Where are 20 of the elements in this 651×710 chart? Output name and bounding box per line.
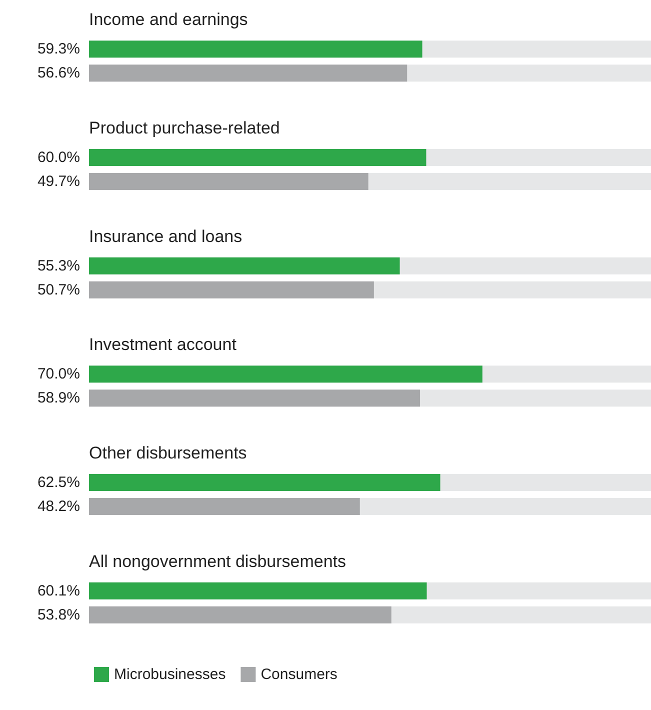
y-tick-label: All nongovernment disbursements: [89, 552, 346, 571]
legend-label: Consumers: [260, 666, 338, 683]
data-label: 60.0%: [37, 149, 80, 166]
data-label: 49.7%: [37, 172, 80, 190]
y-tick-label: Product purchase-related: [89, 118, 280, 138]
y-tick-label: Insurance and loans: [89, 226, 242, 246]
legend-label: Microbusinesses: [114, 666, 226, 683]
data-label: 50.7%: [37, 281, 80, 298]
data-label: 60.1%: [37, 582, 80, 600]
data-label: 58.9%: [37, 390, 80, 407]
y-tick-label: Investment account: [89, 335, 237, 354]
data-label: 48.2%: [37, 498, 80, 515]
data-label: 56.6%: [37, 64, 80, 82]
y-tick-label: Income and earnings: [89, 10, 248, 30]
data-label: 55.3%: [37, 257, 80, 274]
data-label: 53.8%: [37, 606, 80, 624]
y-tick-label: Other disbursements: [89, 444, 247, 462]
data-label: 59.3%: [37, 40, 80, 58]
data-label: 62.5%: [37, 474, 80, 492]
data-label: 70.0%: [37, 366, 80, 383]
